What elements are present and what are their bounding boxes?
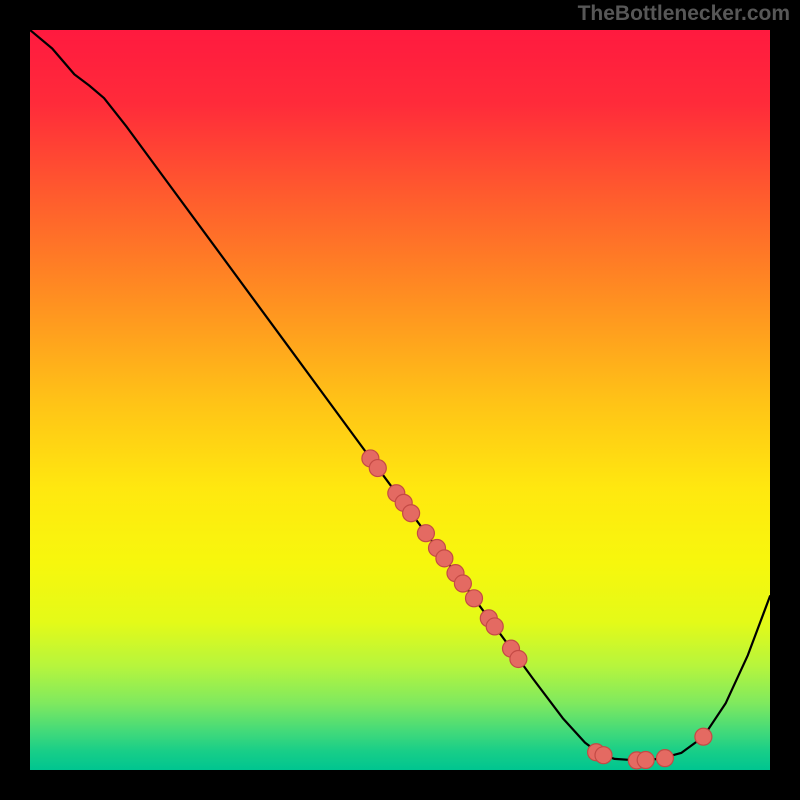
gradient-background [30,30,770,770]
data-marker [656,750,673,767]
bottleneck-plot [30,30,770,770]
data-marker [466,590,483,607]
data-marker [436,550,453,567]
data-marker [510,651,527,668]
data-marker [486,618,503,635]
data-marker [637,752,654,769]
data-marker [403,505,420,522]
data-marker [595,747,612,764]
data-marker [695,728,712,745]
data-marker [454,575,471,592]
data-marker [369,460,386,477]
watermark-text: TheBottlenecker.com [578,2,790,26]
chart-container: TheBottlenecker.com [0,0,800,800]
data-marker [417,525,434,542]
